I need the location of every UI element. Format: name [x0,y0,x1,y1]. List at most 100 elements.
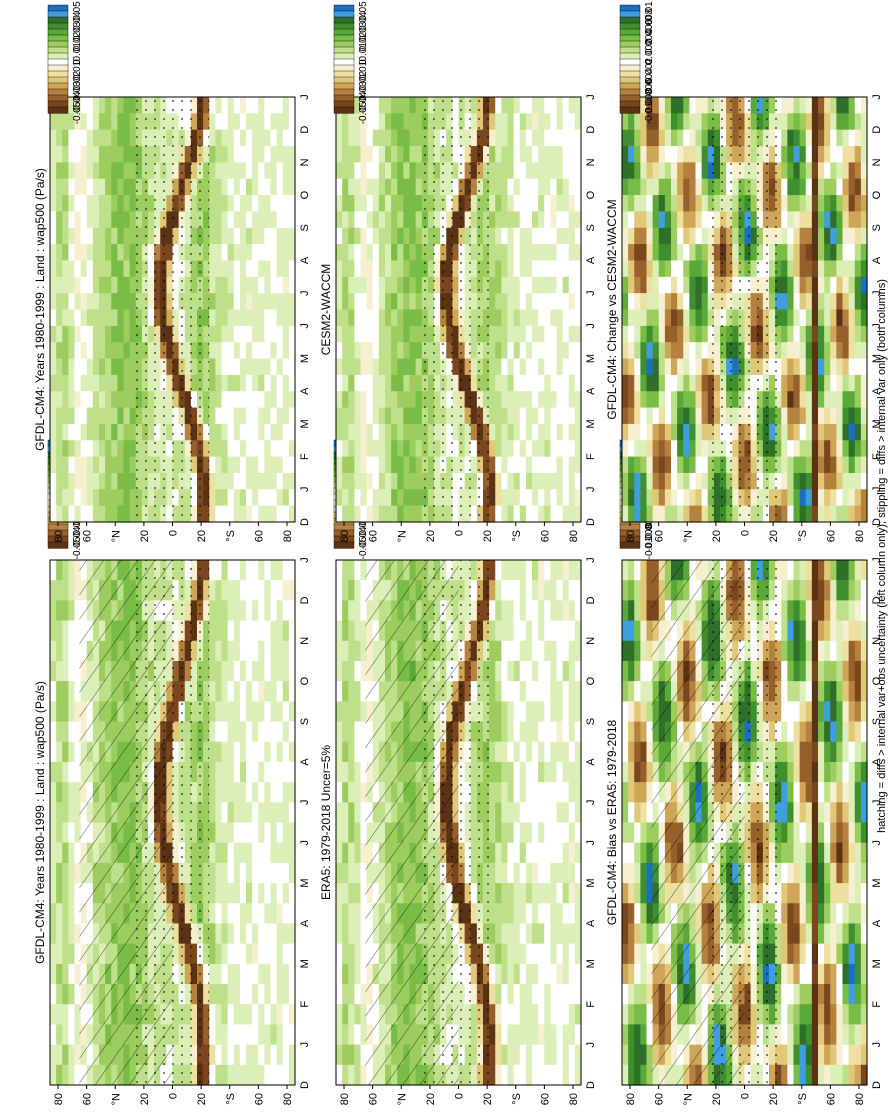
heatmap-cell [348,600,355,621]
heatmap-cell [550,473,557,490]
heatmap-cell [544,823,551,844]
heatmap-cell [538,903,545,924]
heatmap-cell [538,762,545,783]
heatmap-cell [526,802,533,823]
heatmap-cell [93,97,100,114]
heatmap-cell [209,97,216,114]
heatmap-cell [794,722,801,743]
heatmap-cell [50,211,57,228]
heatmap-cell [501,440,508,457]
heatmap-cell [342,641,349,662]
heatmap-cell [550,293,557,310]
heatmap-cell [50,113,57,130]
heatmap-cell [62,661,69,682]
heatmap-cell [569,863,576,884]
heatmap-cell [354,130,361,147]
heatmap-cell [258,310,265,327]
heatmap-cell [240,489,247,506]
heatmap-cell [130,179,137,196]
heatmap-cell [342,782,349,803]
heatmap-cell [342,1045,349,1066]
heatmap-cell [824,621,831,642]
heatmap-cell [50,843,57,864]
heatmap-cell [514,681,521,702]
heatmap-cell [277,113,284,130]
heatmap-cell [342,600,349,621]
heatmap-cell [228,621,235,642]
heatmap-cell [526,641,533,662]
heatmap-cell [806,762,813,783]
heatmap-cell [215,681,222,702]
heatmap-cell [348,681,355,702]
heatmap-cell [354,641,361,662]
lat-tick-label: 80 [339,530,351,542]
heatmap-cell [56,903,63,924]
heatmap-cell [264,408,271,425]
heatmap-cell [348,621,355,642]
heatmap-cell [843,762,850,783]
heatmap-cell [354,342,361,359]
heatmap-cell [634,843,641,864]
heatmap-cell [563,130,570,147]
heatmap-cell [379,179,386,196]
heatmap-cell [336,944,343,965]
heatmap-cell [836,742,843,763]
heatmap-cell [514,782,521,803]
heatmap-cell [215,146,222,163]
colorbar-swatch [48,65,68,71]
heatmap-cell [93,130,100,147]
heatmap-cell [563,762,570,783]
lat-tick-label: 60 [368,1093,380,1105]
heatmap-cell [354,310,361,327]
heatmap-cell [130,113,137,130]
heatmap-cell [258,641,265,662]
heatmap-cell [271,506,278,523]
heatmap-cell [234,424,241,441]
heatmap-cell [354,782,361,803]
heatmap-cell [544,211,551,228]
heatmap-cell [818,802,825,823]
heatmap-cell [283,641,290,662]
heatmap-cell [258,228,265,245]
heatmap-cell [75,228,82,245]
heatmap-cell [634,782,641,803]
heatmap-cell [508,489,515,506]
heatmap-cell [75,375,82,392]
heatmap-cell [501,293,508,310]
heatmap-cell [87,228,94,245]
month-tick-label: S [299,224,311,231]
month-tick-label: A [585,387,597,395]
heatmap-cell [550,489,557,506]
heatmap-cell [68,489,75,506]
heatmap-cell [209,580,216,601]
heatmap-cell [234,984,241,1005]
heatmap-cell [550,681,557,702]
heatmap-cell [501,984,508,1005]
heatmap-cell [283,260,290,277]
heatmap-cell [50,923,57,944]
heatmap-cell [391,113,398,130]
heatmap-cell [557,375,564,392]
heatmap-cell [849,742,856,763]
heatmap-cell [569,701,576,722]
heatmap-cell [550,600,557,621]
heatmap-cell [209,923,216,944]
heatmap-cell [62,310,69,327]
heatmap-cell [99,228,106,245]
heatmap-cell [354,506,361,523]
heatmap-cell [526,359,533,376]
heatmap-cell [258,802,265,823]
heatmap-cell [526,762,533,783]
heatmap-cell [514,506,521,523]
heatmap-cell [228,113,235,130]
heatmap-cell [271,580,278,601]
heatmap-cell [271,1024,278,1045]
heatmap-cell [830,722,837,743]
heatmap-cell [271,863,278,884]
heatmap-cell [264,843,271,864]
heatmap-cell [240,162,247,179]
heatmap-cell [342,802,349,823]
heatmap-cell [234,408,241,425]
heatmap-cell [526,130,533,147]
heatmap-cell [361,391,368,408]
